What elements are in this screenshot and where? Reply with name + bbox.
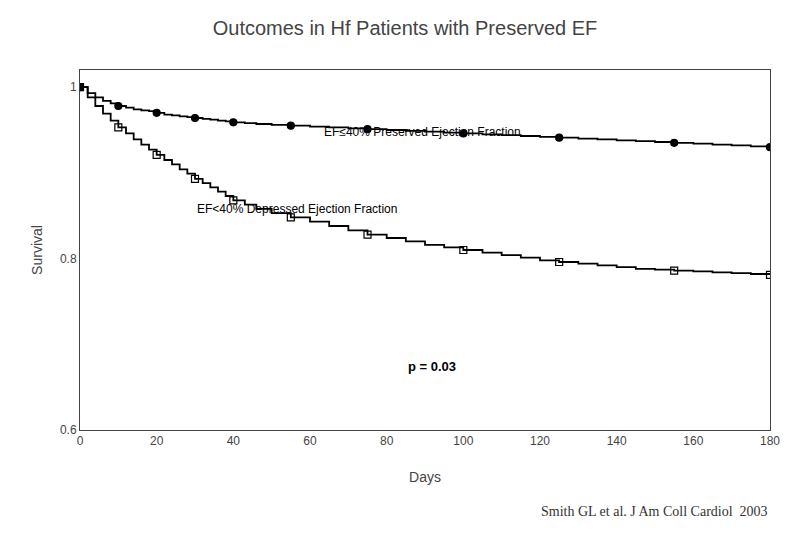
svg-text:Survival: Survival [29, 225, 45, 275]
svg-text:0.8: 0.8 [60, 252, 77, 266]
svg-text:20: 20 [150, 434, 164, 448]
svg-text:p = 0.03: p = 0.03 [408, 359, 456, 374]
svg-text:180: 180 [760, 434, 780, 448]
svg-text:40: 40 [227, 434, 241, 448]
svg-text:100: 100 [453, 434, 473, 448]
svg-text:1: 1 [70, 80, 77, 94]
svg-text:140: 140 [607, 434, 627, 448]
svg-text:120: 120 [530, 434, 550, 448]
svg-text:Outcomes in Hf Patients with P: Outcomes in Hf Patients with Preserved E… [213, 17, 598, 39]
svg-text:80: 80 [380, 434, 394, 448]
svg-text:Days: Days [409, 469, 441, 485]
svg-text:Smith GL et al. J Am Coll Card: Smith GL et al. J Am Coll Cardiol 2003 [541, 504, 768, 519]
svg-text:EF<40% Depressed Ejection Frac: EF<40% Depressed Ejection Fraction [197, 202, 397, 216]
svg-text:0: 0 [77, 434, 84, 448]
svg-text:60: 60 [303, 434, 317, 448]
svg-text:EF≤40% Preserved Ejection Frac: EF≤40% Preserved Ejection Fraction [324, 125, 521, 139]
svg-text:160: 160 [683, 434, 703, 448]
svg-text:0.6: 0.6 [60, 423, 77, 437]
